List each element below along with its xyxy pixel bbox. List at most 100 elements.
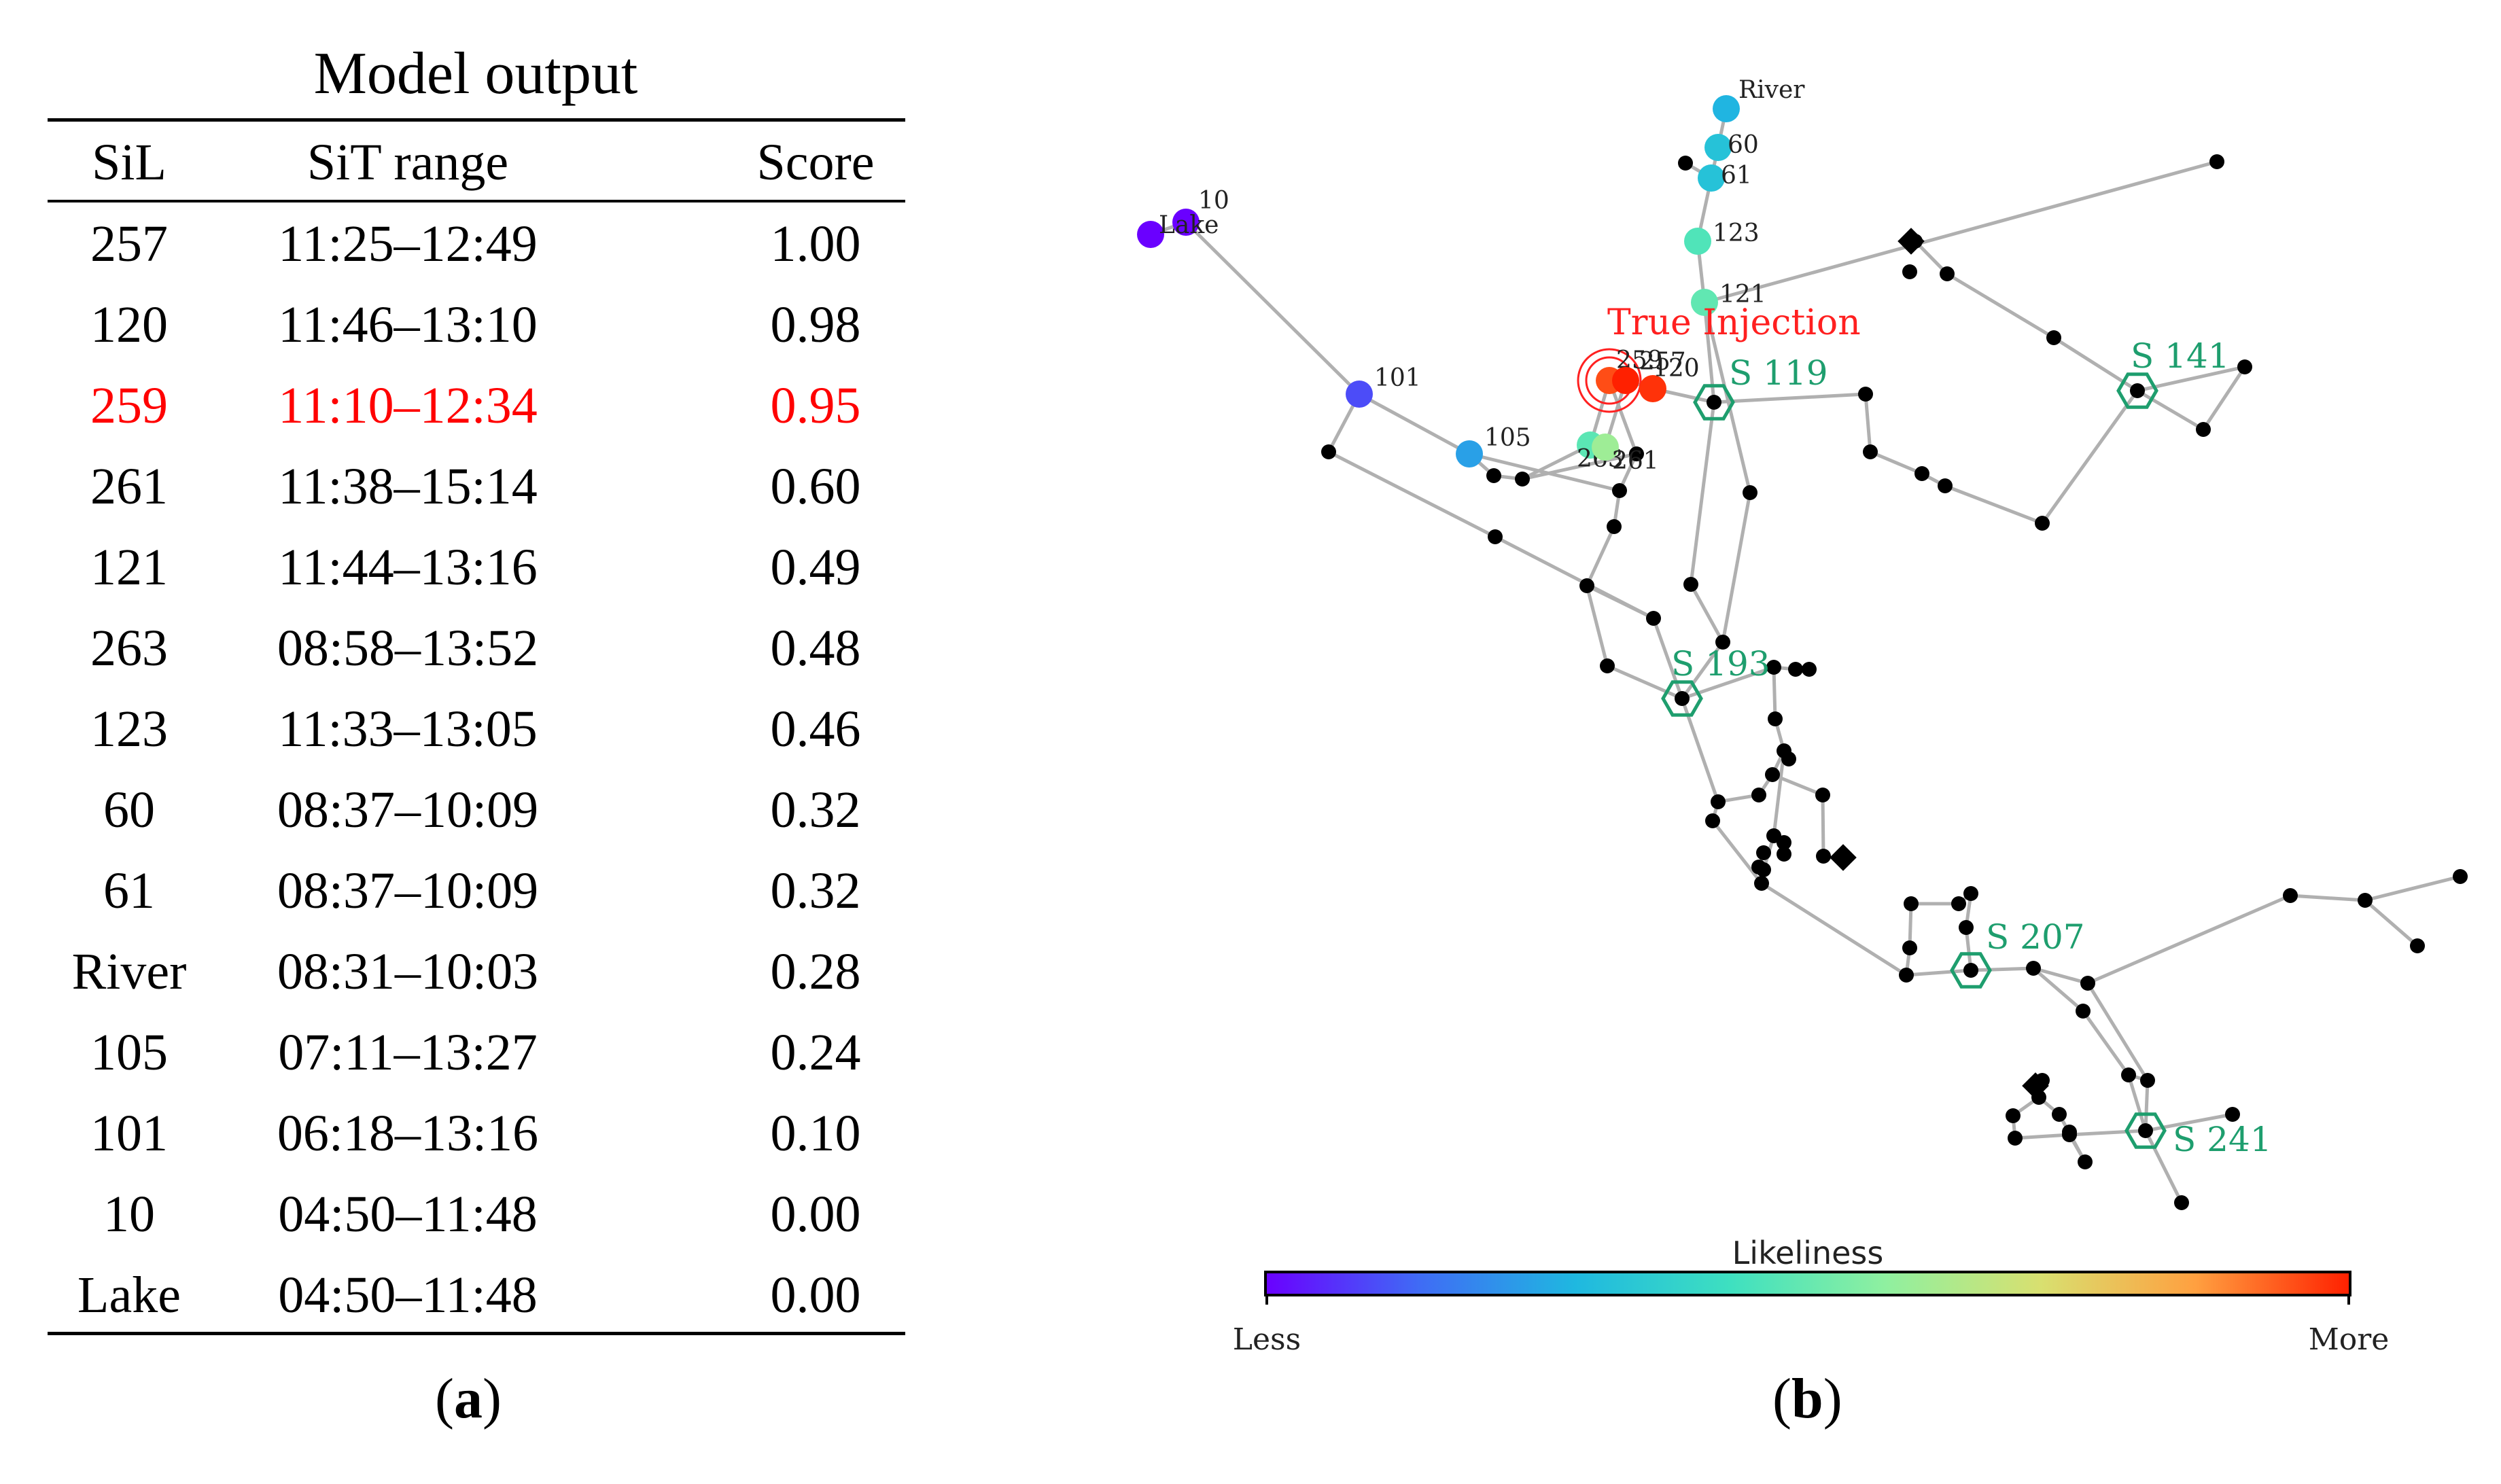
candidate-label: 121: [1719, 281, 1766, 308]
pipe-edge: [1689, 583, 1725, 643]
true-injection-label: True Injection: [1607, 302, 1861, 343]
caption-b: (b): [1772, 1367, 1842, 1430]
junction-node: [2237, 359, 2252, 374]
candidate-label: 261: [1612, 447, 1659, 475]
pipe-edge: [1585, 525, 1616, 587]
pipe-edge: [1970, 966, 2034, 972]
tank-node: [2022, 1072, 2049, 1099]
cell-score: 0.00: [770, 1267, 861, 1324]
pipe-edge: [2145, 1112, 2233, 1133]
junction-node: [1863, 444, 1878, 459]
sensor-label: S 119: [1729, 353, 1828, 393]
sensor-hexagon: [1693, 384, 1735, 421]
pipe-edge: [1772, 750, 1786, 836]
table-row: 61 08:37–10:09 0.32: [48, 851, 905, 931]
junction-node: [1711, 794, 1726, 809]
junction-node: [1766, 660, 1781, 675]
junction-node: [1579, 578, 1594, 593]
pipe-edge: [2014, 1133, 2070, 1140]
table-row: 60 08:37–10:09 0.32: [48, 770, 905, 850]
cell-sil: 61: [103, 862, 155, 919]
pipe-edge: [1772, 667, 1777, 720]
pipe-edge: [1946, 272, 2055, 340]
cell-sit-range: 06:18–13:16: [277, 1105, 539, 1162]
pipe-edge: [1906, 968, 1972, 977]
cell-sil: 259: [90, 377, 168, 434]
candidate-node: [1137, 221, 1164, 248]
pipe-edge: [2033, 966, 2088, 985]
junction-node: [1777, 847, 1791, 862]
junction-node: [1802, 662, 1817, 677]
cell-sit-range: 07:11–13:27: [278, 1024, 538, 1081]
pipe-edge: [1864, 393, 1872, 453]
junction-node: [1899, 968, 1914, 983]
cell-sit-range: 11:10–12:34: [278, 377, 538, 434]
sensors: S 119 S 141 S 193 S 207 S 241: [1661, 336, 2272, 1159]
pipe-edge: [1760, 881, 1908, 977]
junction-node: [2080, 976, 2095, 991]
pipe-edge: [1713, 392, 1866, 404]
junction-node: [2008, 1131, 2023, 1146]
table-row: River 08:31–10:03 0.28: [48, 932, 905, 1012]
cell-sil: 123: [90, 701, 168, 758]
junction-node: [1902, 264, 1917, 279]
pipe-edge: [1704, 160, 2218, 304]
cell-sit-range: 08:37–10:09: [277, 862, 539, 919]
cell-sil: 261: [90, 458, 168, 515]
cell-sil: 105: [90, 1024, 168, 1081]
pipe-edge: [2040, 389, 2139, 525]
junction-node: [1768, 711, 1783, 726]
junction-node: [2062, 1125, 2077, 1140]
candidate-node: [1612, 367, 1639, 394]
junction-node: [1963, 886, 1978, 901]
sensor-label: S 241: [2173, 1120, 2272, 1159]
cell-score: 1.00: [770, 215, 861, 272]
pipe-edge: [1522, 452, 1637, 481]
table-header-rule: [48, 200, 905, 202]
header-sil: SiL: [92, 134, 167, 191]
junction-node: [1914, 466, 1929, 481]
pipe-edge: [2364, 874, 2461, 902]
junction-node: [1756, 845, 1771, 860]
candidate-node: [1713, 95, 1740, 122]
junction-node: [1321, 444, 1336, 459]
junction-node: [1902, 940, 1917, 955]
junction-node: [1515, 472, 1530, 487]
junction-node: [2209, 154, 2224, 169]
network-diagram: S 119 S 141 S 193 S 207 S 241 River 60 61 123 12…: [1137, 76, 2468, 1357]
junction-node: [1715, 635, 1730, 650]
table-row: 10 04:50–11:48 0.00: [48, 1174, 905, 1254]
cell-score: 0.60: [770, 458, 861, 515]
candidate-node: [1691, 289, 1718, 316]
sensor-node: [1707, 395, 1721, 409]
caption-a: (a): [435, 1367, 502, 1430]
junction-node: [2026, 961, 2041, 976]
sensor-hexagon: [2124, 1112, 2167, 1149]
network-nodes: [1321, 154, 2468, 1210]
tank-node: [1897, 228, 1925, 255]
cell-sil: 10: [103, 1186, 155, 1243]
table-row: 261 11:38–15:14 0.60: [48, 446, 905, 527]
junction-node: [1959, 920, 1974, 935]
pipe-edge: [1680, 641, 1725, 700]
colorbar-low-label: Less: [1233, 1322, 1301, 1357]
junction-node: [2140, 1073, 2155, 1088]
junction-node: [2453, 869, 2468, 884]
candidate-label: 101: [1374, 364, 1421, 392]
cell-score: 0.95: [770, 377, 861, 434]
table-row: Lake 04:50–11:48 0.00: [48, 1255, 905, 1335]
junction-node: [1751, 860, 1766, 874]
table-row: 263 08:58–13:52 0.48: [48, 608, 905, 688]
junction-node: [2121, 1067, 2136, 1082]
candidate-node: [1456, 440, 1483, 467]
pipe-edge: [1689, 402, 1716, 585]
cell-score: 0.24: [770, 1024, 861, 1081]
candidate-node: [1698, 164, 1725, 192]
junction-node: [2076, 1004, 2091, 1019]
junction-node: [2225, 1107, 2240, 1122]
cell-score: 0.00: [770, 1186, 861, 1243]
sensor-node: [1675, 692, 1689, 705]
cell-score: 0.32: [770, 862, 861, 919]
sensor-node: [2131, 384, 2144, 398]
cell-sil: 121: [90, 539, 168, 596]
